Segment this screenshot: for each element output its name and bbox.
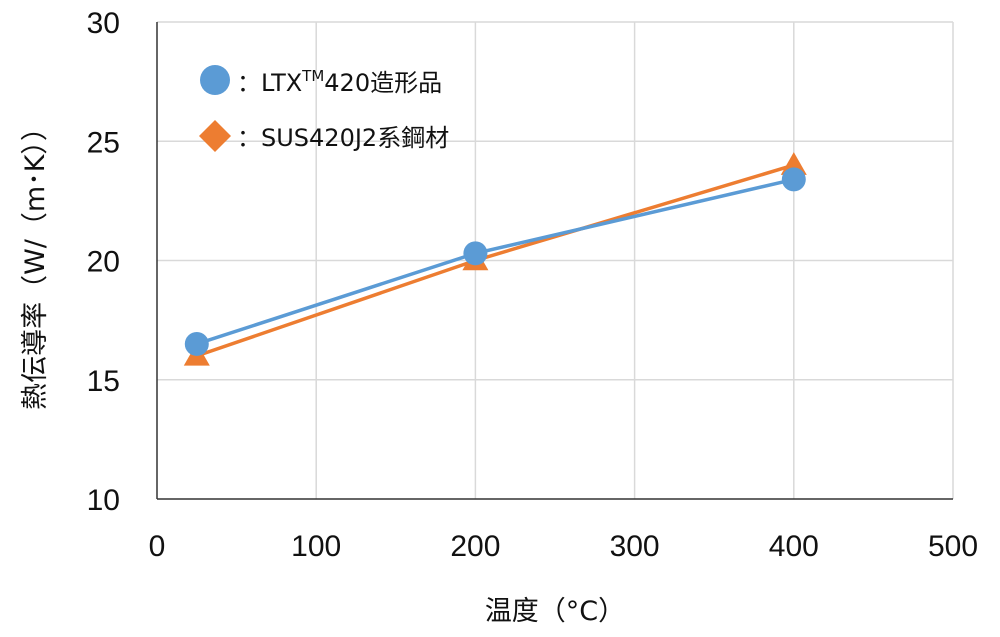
legend-label-ltx420-prefix: ：LTX <box>237 69 302 97</box>
y-tick-label: 25 <box>87 126 120 159</box>
x-tick-label: 500 <box>928 530 978 563</box>
x-tick-label: 300 <box>610 530 660 563</box>
data-point-1 <box>780 152 807 175</box>
x-tick-label: 100 <box>291 530 341 563</box>
data-point-0 <box>184 331 209 356</box>
data-point-0 <box>781 167 806 192</box>
x-tick-label: 200 <box>450 530 500 563</box>
legend: ：LTXTM420造形品 ：SUS420J2系鋼材 <box>199 65 449 152</box>
legend-marker-ltx420 <box>200 65 230 95</box>
y-tick-label: 20 <box>87 246 120 279</box>
y-axis-title: 熱伝導率（W/（m･K）） <box>20 114 51 410</box>
legend-label-ltx420-suffix: 420造形品 <box>324 69 442 97</box>
grid <box>157 21 954 499</box>
x-axis-title: 温度（°C） <box>485 596 625 627</box>
x-tick-label: 0 <box>149 530 166 563</box>
y-tick-label: 10 <box>87 484 120 517</box>
tick-labels: 0 100 200 300 400 500 10 15 20 25 30 <box>87 7 978 563</box>
data-point-0 <box>463 241 488 266</box>
legend-marker-sus420j2 <box>199 120 231 152</box>
y-tick-label: 15 <box>87 365 120 398</box>
series-line-0 <box>196 177 795 346</box>
legend-label-ltx420: ：LTXTM420造形品 <box>237 67 442 97</box>
legend-label-ltx420-sup: TM <box>301 67 324 85</box>
legend-label-sus420j2: ：SUS420J2系鋼材 <box>237 124 449 152</box>
y-tick-label: 30 <box>87 7 120 40</box>
series-layer <box>183 152 807 366</box>
x-tick-label: 400 <box>769 530 819 563</box>
axes <box>156 22 953 500</box>
